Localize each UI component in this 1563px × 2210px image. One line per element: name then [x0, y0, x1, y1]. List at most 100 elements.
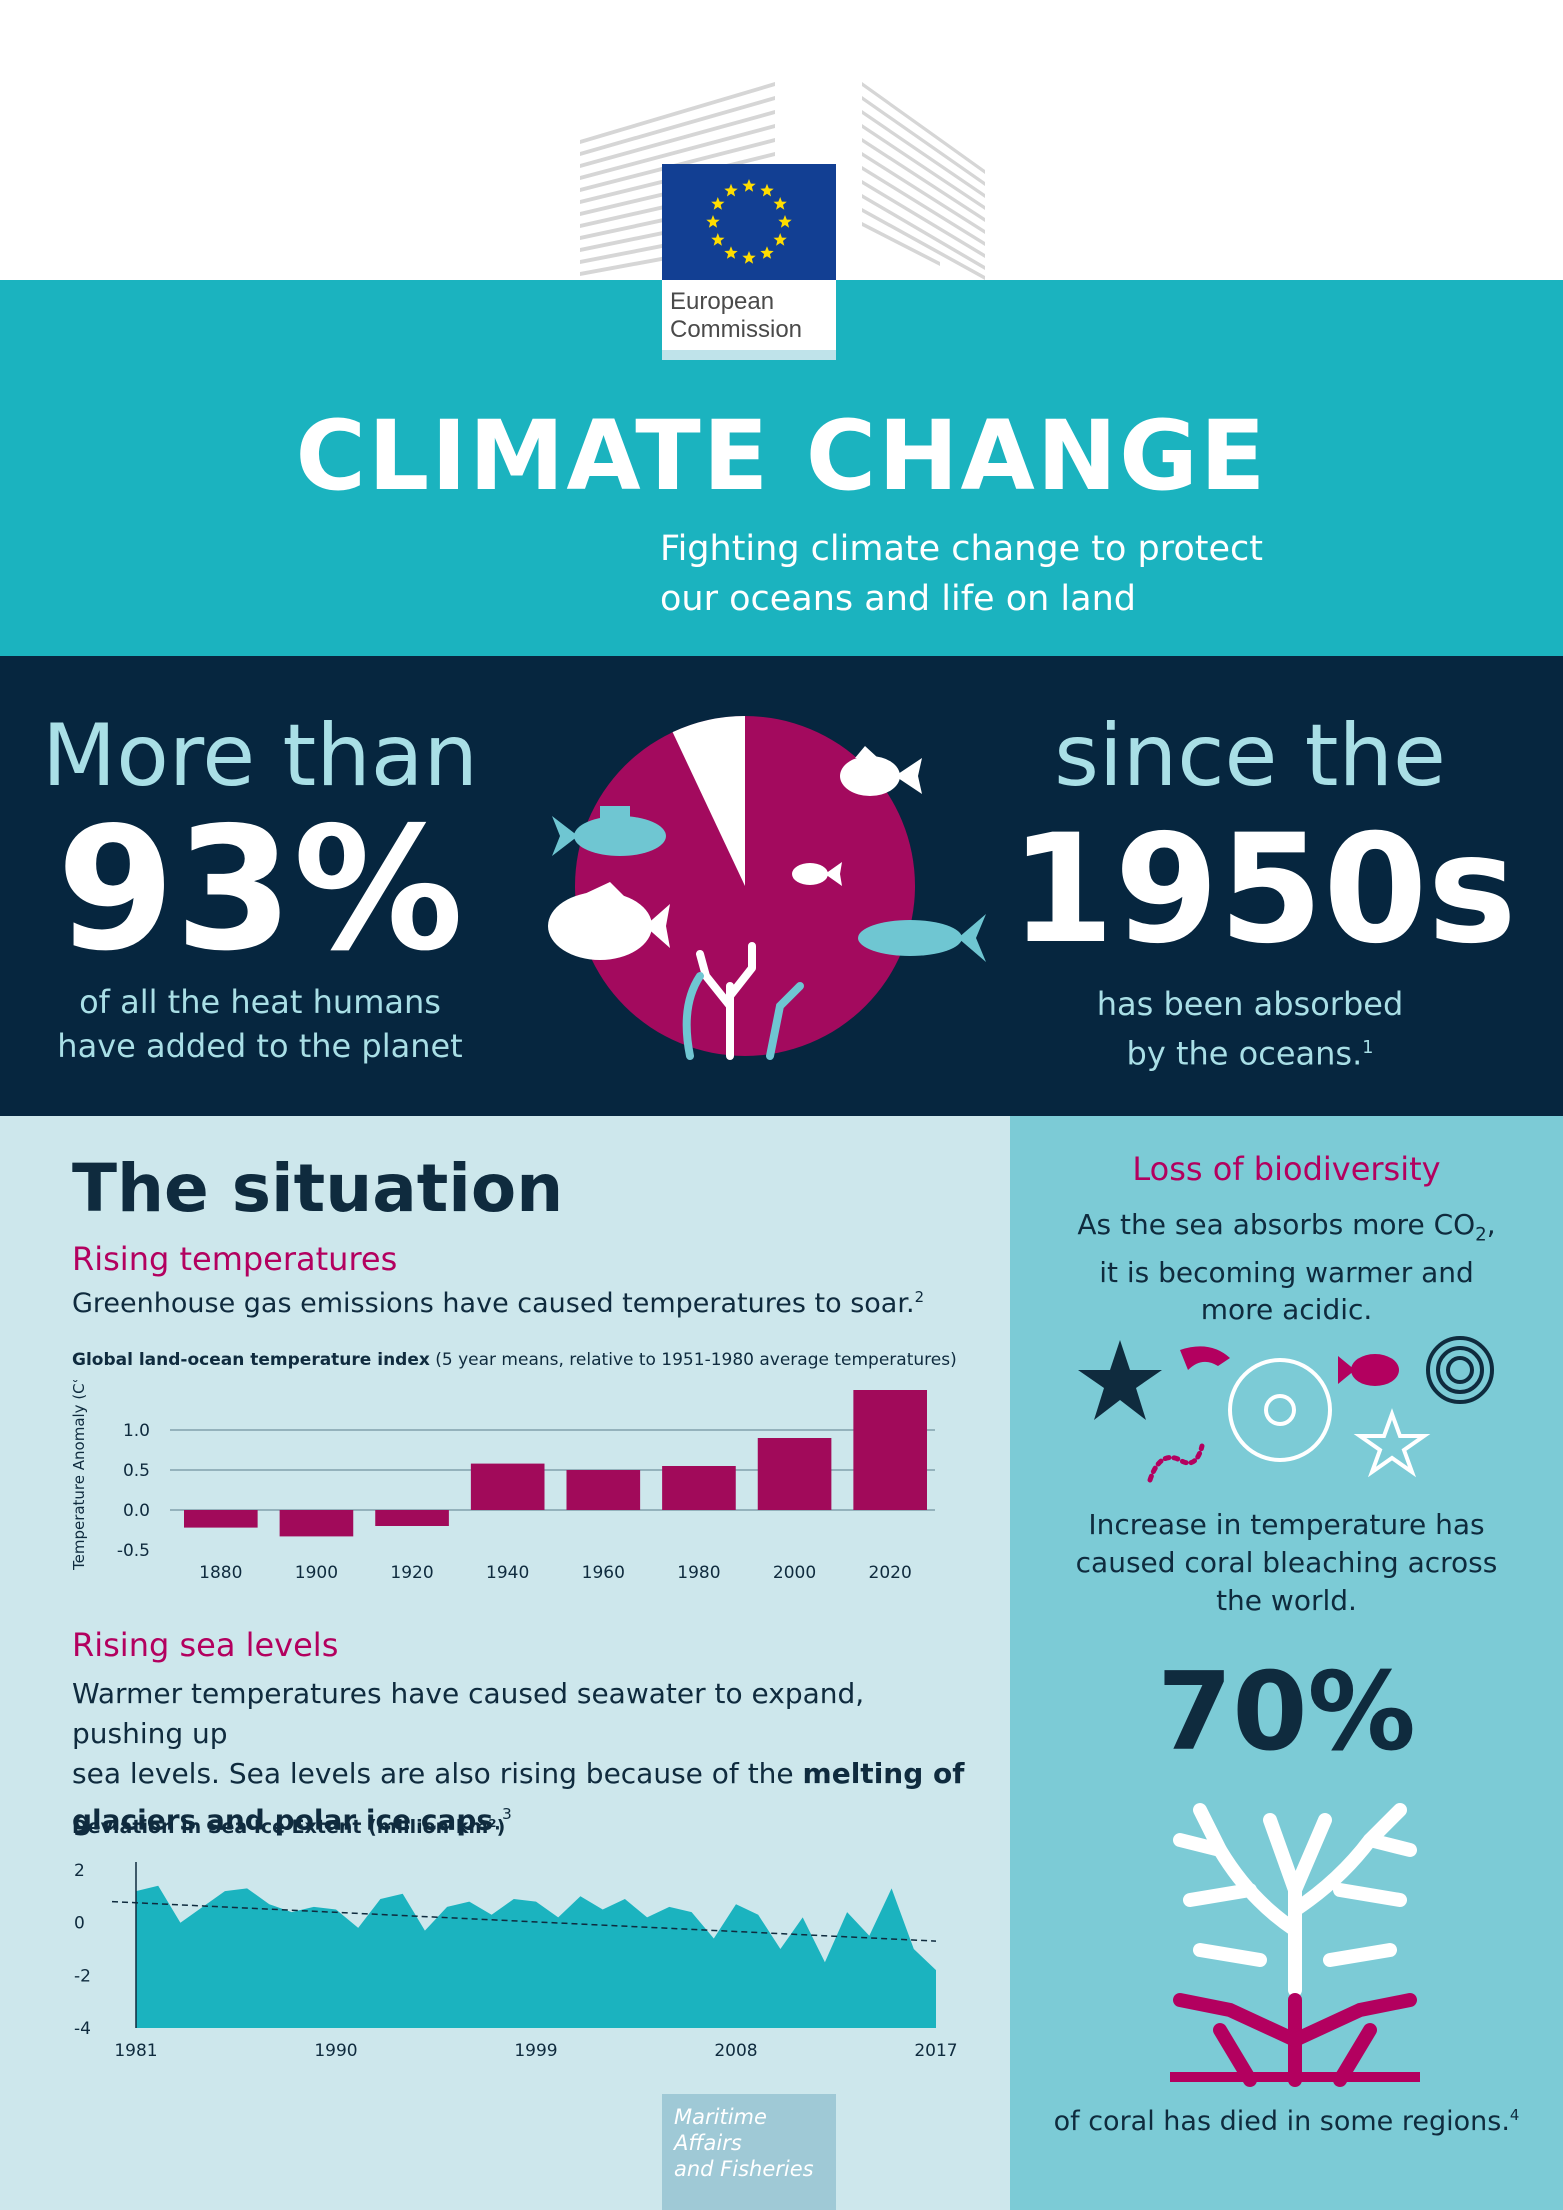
eu-flag-icon — [662, 164, 836, 280]
biodiversity-text: As the sea absorbs more CO2, it is becom… — [1010, 1206, 1563, 1328]
bar-chart-xtick: 1920 — [390, 1563, 433, 1583]
sea-text-end: . — [493, 1803, 502, 1837]
pie-slice-remaining — [672, 716, 745, 886]
sea-text-line-2: sea levels. Sea levels are also rising b… — [72, 1757, 803, 1790]
bar-chart-bar — [375, 1510, 449, 1526]
heat-desc-line-2: have added to the planet — [57, 1027, 463, 1065]
footnote-ref: 4 — [1509, 2106, 1520, 2124]
sand-dollar-icon — [1228, 1358, 1332, 1462]
bar-chart-xtick: 2020 — [869, 1563, 912, 1583]
bar-chart-bar — [566, 1470, 641, 1510]
page-title: CLIMATE CHANGE — [295, 400, 1268, 512]
bar-chart-ytick: -0.5 — [117, 1541, 150, 1561]
subtitle-line-1: Fighting climate change to protect — [660, 529, 1263, 569]
coral-seaweed-icon — [682, 942, 804, 1060]
bar-chart-xtick: 2000 — [773, 1563, 816, 1583]
biodiversity-heading: Loss of biodiversity — [1132, 1150, 1441, 1188]
bio-text-line-2: it is becoming warmer and — [1099, 1255, 1474, 1289]
footnote-ref: 1 — [1362, 1038, 1374, 1058]
sea-heading: Rising sea levels — [72, 1626, 339, 1664]
heat-desc-line-1: of all the heat humans — [79, 983, 441, 1021]
bar-chart-title: Global land-ocean temperature index — [72, 1350, 430, 1370]
carp-icon — [548, 882, 670, 960]
absorbed-text: has been absorbed by the oceans.1 — [1010, 982, 1490, 1076]
footer-line-2: and Fisheries — [674, 2157, 814, 2181]
footnote-ref: 3 — [501, 1805, 512, 1823]
footnote-ref: 2 — [914, 1288, 925, 1306]
dg-mare-logo: Maritime Affairs and Fisheries — [662, 2094, 836, 2210]
decade: 1950s — [1010, 803, 1517, 977]
sea-ice-area — [136, 1885, 936, 2028]
coral-died-body: of coral has died in some regions. — [1053, 2106, 1510, 2137]
sea-ice-area-chart: 2 0 -2 -4 1981 1990 1999 2008 2017 — [74, 1861, 958, 2061]
coral-line-1: Increase in temperature has — [1088, 1508, 1485, 1541]
bar-chart-xtick: 1960 — [582, 1563, 625, 1583]
temp-heading: Rising temperatures — [72, 1240, 398, 1278]
footer-line-1: Maritime Affairs — [674, 2105, 767, 2155]
sea-creatures-illustration — [1078, 1336, 1494, 1483]
sea-text-bold-2: glaciers and polar ice caps — [72, 1803, 494, 1837]
bar-chart-title-row: Global land-ocean temperature index (5 y… — [72, 1350, 957, 1370]
white-starfish-icon — [1353, 1408, 1431, 1478]
bar-chart-xtick: 1900 — [295, 1563, 338, 1583]
situation-heading: The situation — [72, 1150, 564, 1227]
coral-line-3: the world. — [1216, 1584, 1357, 1617]
bar-chart-bar — [662, 1466, 736, 1510]
area-chart-xtick: 2008 — [714, 2041, 757, 2061]
coral-icon — [1170, 1803, 1420, 2087]
bar-chart-xtick: 1880 — [199, 1563, 242, 1583]
sea-text: Warmer temperatures have caused seawater… — [72, 1674, 972, 1840]
page-subtitle: Fighting climate change to protect our o… — [660, 524, 1360, 624]
bar-chart-ytick: 1.0 — [123, 1421, 150, 1441]
subtitle-line-2: our oceans and life on land — [660, 579, 1136, 619]
fish-icon — [840, 746, 922, 796]
bio-text-comma: , — [1486, 1208, 1496, 1241]
co2-subscript: 2 — [1475, 1224, 1487, 1246]
area-chart-xtick: 2017 — [914, 2041, 957, 2061]
area-chart-title: Deviation in Sea Ice Extent (million km²… — [72, 1816, 506, 1838]
sea-text-bold-1: melting of — [802, 1757, 965, 1790]
small-fish-icon — [792, 862, 842, 886]
area-chart-xtick: 1981 — [114, 2041, 157, 2061]
coral-died-text: of coral has died in some regions.4 — [1010, 2106, 1563, 2137]
blue-fish-icon — [552, 806, 666, 856]
area-chart-xtick: 1990 — [314, 2041, 357, 2061]
bar-chart-ytick: 0.0 — [123, 1501, 150, 1521]
bar-chart-bar — [757, 1438, 832, 1510]
bio-text-line-1: As the sea absorbs more CO — [1077, 1208, 1476, 1241]
since-lead: since the — [1054, 706, 1446, 806]
temp-text-body: Greenhouse gas emissions have caused tem… — [72, 1288, 915, 1319]
coral-line-2: caused coral bleaching across — [1075, 1546, 1498, 1579]
bar-chart-bar — [279, 1510, 354, 1537]
temperature-bar-chart: Temperature Anomaly (C°) 1.0 0.5 0.0 -0.5 188… — [70, 1380, 935, 1583]
area-chart-ytick: 2 — [74, 1861, 85, 1881]
biodiversity-panel — [1010, 1116, 1563, 2210]
bar-chart-bar — [853, 1390, 927, 1510]
bar-chart-xtick: 1980 — [677, 1563, 720, 1583]
red-fish-icon — [1338, 1354, 1399, 1386]
area-chart-ytick: 0 — [74, 1914, 85, 1934]
shrimp-icon — [1180, 1346, 1230, 1370]
bar-chart-bar — [184, 1510, 258, 1528]
heat-percent: 93% — [56, 791, 464, 989]
bar-chart-xtick: 1940 — [486, 1563, 529, 1583]
coral-percent: 70% — [1157, 1650, 1416, 1775]
bar-chart-subtitle: (5 year means, relative to 1951-1980 ave… — [435, 1350, 957, 1370]
ocean-pie-chart — [548, 716, 986, 1060]
temp-text: Greenhouse gas emissions have caused tem… — [72, 1288, 924, 1319]
european-commission-logo: European Commission — [662, 164, 836, 360]
bio-text-line-3: more acidic. — [1200, 1292, 1373, 1326]
heat-description: of all the heat humans have added to the… — [40, 980, 480, 1068]
sea-ice-trend-line — [111, 1900, 937, 1942]
heat-lead: More than — [42, 706, 478, 806]
bar-chart-ytick: 0.5 — [123, 1461, 150, 1481]
sea-text-line-1: Warmer temperatures have caused seawater… — [72, 1677, 865, 1750]
absorbed-line-2: by the oceans. — [1126, 1034, 1363, 1073]
tuna-icon — [858, 914, 986, 962]
coral-text: Increase in temperature has caused coral… — [1010, 1506, 1563, 1620]
area-chart-ytick: -4 — [74, 2019, 91, 2039]
bar-chart-ylabel: Temperature Anomaly (C°) — [70, 1380, 88, 1571]
logo-line-1: European — [670, 288, 775, 315]
worm-icon — [1147, 1443, 1205, 1483]
starfish-icon — [1078, 1340, 1162, 1420]
